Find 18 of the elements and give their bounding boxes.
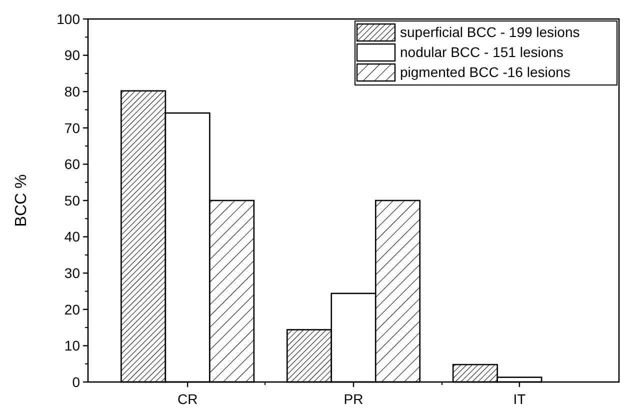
x-tick-label: IT bbox=[513, 391, 526, 407]
y-tick-label: 30 bbox=[64, 265, 80, 281]
y-tick-label: 60 bbox=[64, 156, 80, 172]
y-tick-label: 20 bbox=[64, 301, 80, 318]
legend-label: pigmented BCC -16 lesions bbox=[400, 64, 570, 80]
y-tick-label: 10 bbox=[64, 338, 80, 354]
x-tick-label: PR bbox=[344, 391, 364, 407]
y-tick-label: 50 bbox=[64, 192, 80, 208]
y-tick-label: 90 bbox=[64, 47, 80, 64]
y-tick-label: 40 bbox=[64, 228, 80, 245]
y-tick-label: 70 bbox=[64, 120, 80, 136]
y-tick-label: 80 bbox=[64, 84, 80, 100]
y-tick-label: 100 bbox=[56, 10, 80, 27]
legend-label: nodular BCC - 151 lesions bbox=[400, 44, 564, 60]
x-tick-label: CR bbox=[177, 391, 198, 407]
y-axis-title: BCC % bbox=[13, 174, 30, 227]
legend-label: superficial BCC - 199 lesions bbox=[400, 24, 580, 40]
y-tick-label: 0 bbox=[72, 374, 80, 390]
